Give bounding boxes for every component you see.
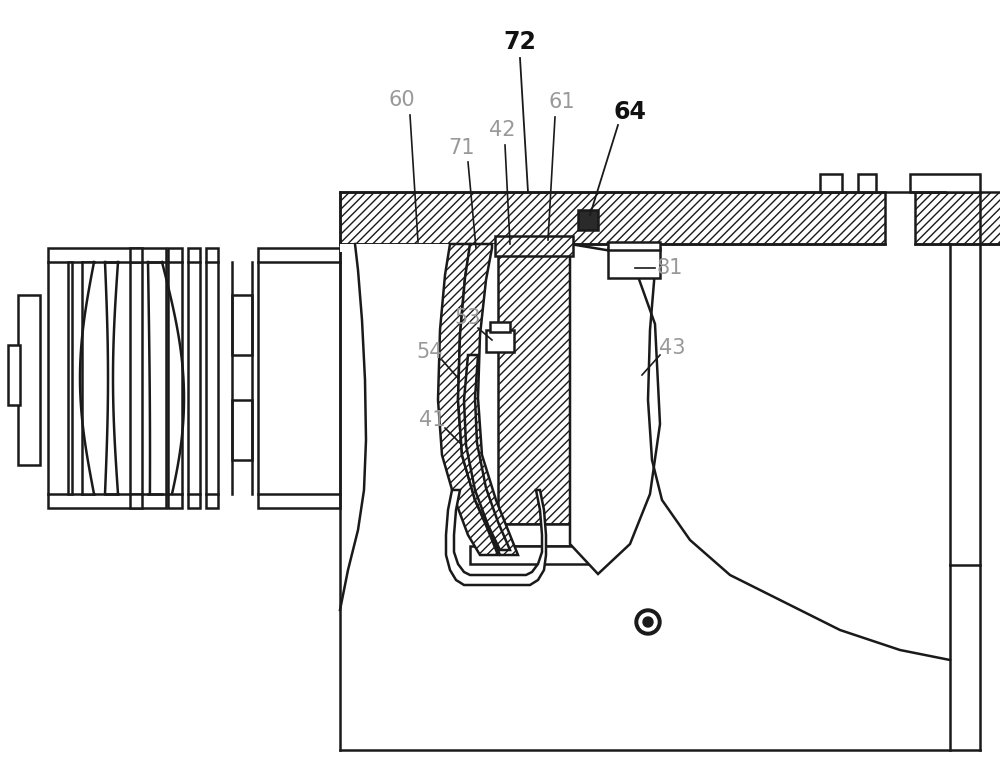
Bar xyxy=(340,192,885,244)
Polygon shape xyxy=(446,490,546,585)
Polygon shape xyxy=(438,244,498,555)
Text: 61: 61 xyxy=(549,92,575,112)
Text: 54: 54 xyxy=(417,342,443,362)
Bar xyxy=(490,322,510,332)
Bar xyxy=(858,174,876,192)
Bar xyxy=(48,494,166,508)
Bar xyxy=(910,174,980,192)
Bar xyxy=(130,248,142,262)
Text: 72: 72 xyxy=(504,30,536,54)
Bar xyxy=(168,494,182,508)
Bar xyxy=(820,174,842,192)
Bar xyxy=(258,494,340,508)
Polygon shape xyxy=(570,244,660,574)
Bar xyxy=(18,295,40,465)
Polygon shape xyxy=(464,355,510,550)
Bar xyxy=(206,494,218,508)
Bar xyxy=(608,242,660,250)
Bar xyxy=(188,248,200,262)
Text: 43: 43 xyxy=(659,338,685,358)
Bar xyxy=(915,192,1000,244)
Bar xyxy=(188,494,200,508)
Bar xyxy=(608,248,660,278)
Circle shape xyxy=(635,609,661,635)
Bar xyxy=(130,494,142,508)
Bar xyxy=(258,248,340,262)
Bar xyxy=(495,236,573,256)
Bar xyxy=(578,210,598,230)
Text: 64: 64 xyxy=(614,100,646,124)
Polygon shape xyxy=(80,262,94,494)
Text: 42: 42 xyxy=(489,120,515,140)
Bar xyxy=(168,248,182,262)
Bar xyxy=(486,330,514,352)
Text: 60: 60 xyxy=(389,90,415,110)
Text: 81: 81 xyxy=(657,258,683,278)
Text: 71: 71 xyxy=(449,138,475,158)
Bar xyxy=(480,524,588,546)
Bar xyxy=(232,295,252,355)
Text: 41: 41 xyxy=(419,410,445,430)
Text: 53: 53 xyxy=(455,308,481,328)
Bar xyxy=(498,244,570,524)
Bar xyxy=(8,345,20,405)
Polygon shape xyxy=(340,244,950,750)
Circle shape xyxy=(643,617,653,627)
Bar xyxy=(232,400,252,460)
Polygon shape xyxy=(458,244,518,555)
Circle shape xyxy=(639,613,657,631)
Polygon shape xyxy=(68,262,72,494)
Bar xyxy=(470,546,598,564)
Bar xyxy=(48,248,166,262)
Bar xyxy=(206,248,218,262)
Bar xyxy=(340,244,498,252)
